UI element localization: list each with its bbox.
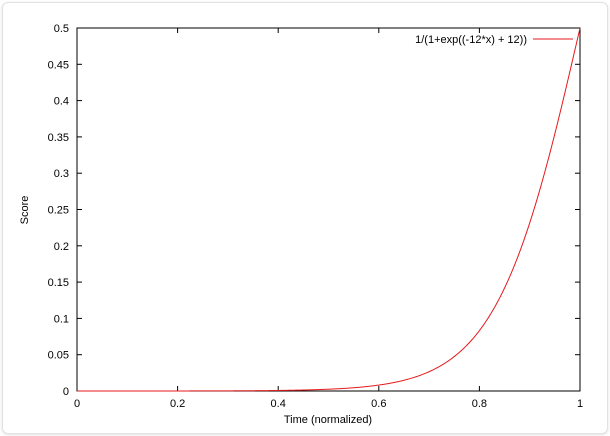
x-tick-label: 0.6	[371, 398, 386, 410]
y-tick-label: 0	[63, 386, 69, 398]
legend: 1/(1+exp((-12*x) + 12))	[415, 34, 573, 46]
y-tick-label: 0.05	[48, 350, 69, 362]
y-tick-label: 0.1	[54, 313, 69, 325]
x-tick-label: 0.8	[472, 398, 487, 410]
legend-label: 1/(1+exp((-12*x) + 12))	[415, 34, 527, 46]
x-axis: 0 0.2 0.4 0.6 0.8 1	[74, 28, 583, 410]
plot-area	[76, 27, 581, 392]
x-axis-title: Time (normalized)	[284, 414, 372, 426]
x-tick-label: 0.4	[271, 398, 286, 410]
y-tick-label: 0.35	[48, 132, 69, 144]
x-tick-label: 0	[74, 398, 80, 410]
series-line	[77, 27, 581, 392]
y-axis-title: Score	[19, 196, 31, 225]
y-tick-label: 0.15	[48, 277, 69, 289]
series-layer	[77, 27, 581, 392]
y-tick-label: 0.5	[54, 23, 69, 35]
y-tick-label: 0.2	[54, 241, 69, 253]
y-tick-label: 0.3	[54, 168, 69, 180]
x-tick-label: 0.2	[170, 398, 185, 410]
y-axis: 0 0.05 0.1 0.15 0.2 0.25 0.3 0.35 0.4 0.45 0.5	[48, 23, 580, 398]
y-tick-label: 0.4	[54, 96, 69, 108]
y-tick-label: 0.45	[48, 59, 69, 71]
y-tick-label: 0.25	[48, 205, 69, 217]
x-tick-label: 1	[577, 398, 583, 410]
